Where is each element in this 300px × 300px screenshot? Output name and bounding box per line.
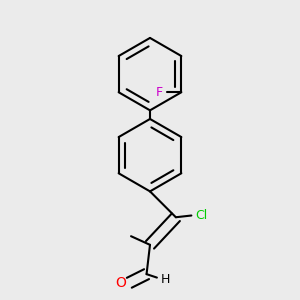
Text: F: F (155, 86, 162, 99)
Text: O: O (116, 276, 127, 290)
Text: Cl: Cl (195, 209, 207, 222)
Text: H: H (161, 273, 170, 286)
